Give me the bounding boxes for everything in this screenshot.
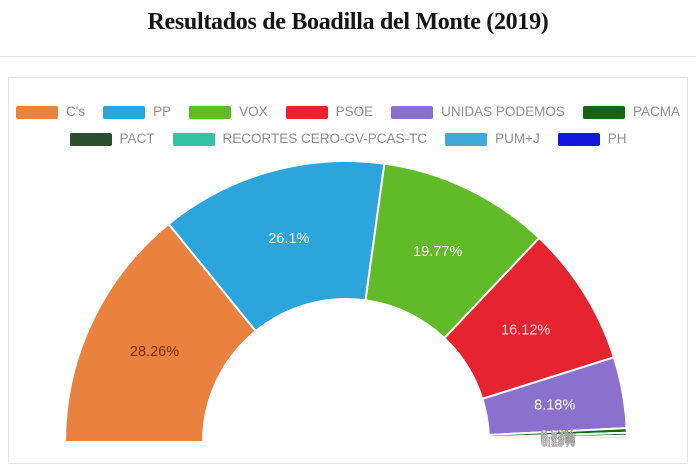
slice-label-recortes-cero-gv-pcas-tc: 0.29% [541,432,575,446]
slice-label-ph: 0.19% [541,435,575,449]
legend-swatch-c-s [16,105,59,119]
legend-swatch-psoe [285,105,328,119]
legend-item-ph[interactable]: PH [557,131,627,147]
legend-row: PACT RECORTES CERO-GV-PCAS-TC PUM+J PH [69,131,627,147]
legend-item-pp[interactable]: PP [103,104,171,120]
slice-label-pum-j: 0.23% [541,434,575,448]
slice-label-unidas-podemos: 8.18% [534,398,575,414]
legend-label: PH [607,131,627,146]
legend-label: PP [153,104,172,119]
legend-item-pacma[interactable]: PACMA [582,104,680,120]
page-title: Resultados de Boadilla del Monte (2019) [147,9,549,35]
title-divider [0,56,696,57]
legend-label: PACT [119,131,155,146]
legend-swatch-ph [557,132,600,146]
legend-label: UNIDAS PODEMOS [441,104,565,119]
chart-card: C's PP VOX PSOE UNIDAS PODEMOS PACMA PACT RECOR… [8,77,688,464]
legend-item-c-s[interactable]: C's [16,104,85,120]
legend: C's PP VOX PSOE UNIDAS PODEMOS PACMA PACT RECOR… [9,104,687,147]
legend-row: C's PP VOX PSOE UNIDAS PODEMOS PACMA [16,104,680,120]
legend-item-recortes-cero-gv-pcas-tc[interactable]: RECORTES CERO-GV-PCAS-TC [172,131,428,147]
legend-swatch-pp [103,105,146,119]
slice-pp[interactable] [167,160,386,333]
legend-swatch-recortes-cero-gv-pcas-tc [172,132,215,146]
legend-swatch-pact [69,132,112,146]
slice-c-s[interactable] [64,223,257,443]
legend-item-psoe[interactable]: PSOE [285,104,374,120]
legend-label: PACMA [632,104,680,119]
slice-label-psoe: 16.12% [501,323,550,339]
slice-ph[interactable] [488,439,628,443]
results-chart: 28.26% 26.1% 19.77% 16.12% 8.18% 0.52%0.34%0.… [64,160,628,450]
legend-label: PSOE [335,104,374,119]
legend-item-unidas-podemos[interactable]: UNIDAS PODEMOS [391,104,565,120]
slice-label-pact: 0.34% [541,430,575,444]
slice-label-vox: 19.77% [413,244,462,260]
legend-label: VOX [239,104,268,119]
legend-label: C's [66,104,86,119]
slice-label-pacma: 0.52% [541,427,575,441]
legend-item-pum-j[interactable]: PUM+J [445,131,540,147]
legend-label: PUM+J [495,131,540,146]
slice-label-c-s: 28.26% [130,344,179,360]
legend-label: RECORTES CERO-GV-PCAS-TC [222,131,428,146]
legend-item-pact[interactable]: PACT [69,131,155,147]
legend-swatch-pum-j [445,132,488,146]
legend-swatch-vox [189,105,232,119]
legend-swatch-unidas-podemos [391,105,434,119]
legend-item-vox[interactable]: VOX [189,104,268,120]
legend-swatch-pacma [582,105,625,119]
slice-label-pp: 26.1% [268,231,309,247]
